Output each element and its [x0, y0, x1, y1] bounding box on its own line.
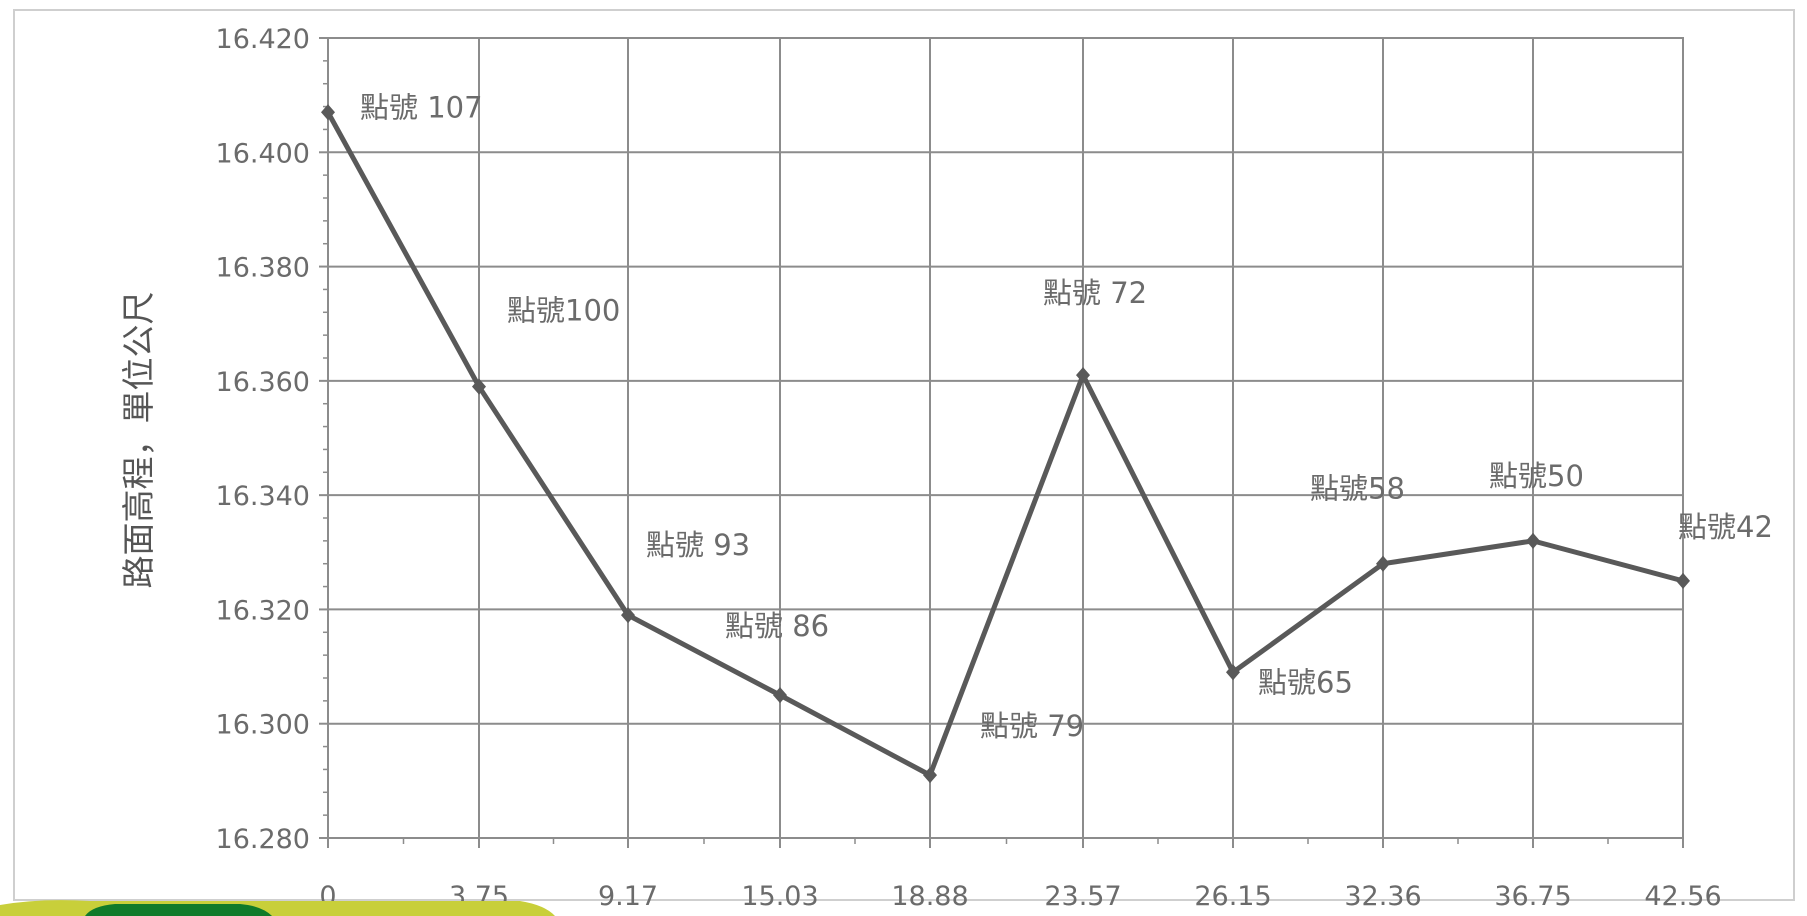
- series-line: [325, 111, 1684, 778]
- data-point-marker: [1676, 572, 1690, 589]
- x-tick-label: 36.75: [1494, 881, 1571, 912]
- decor-green-swoosh: [85, 904, 272, 916]
- y-tick-label: 16.360: [216, 367, 310, 398]
- data-point-marker: [1076, 367, 1090, 384]
- decorative-banner: [0, 900, 555, 916]
- series-layer: [321, 104, 1690, 784]
- data-point-label: 點號58: [1310, 472, 1405, 506]
- y-tick-label: 16.280: [216, 824, 310, 855]
- y-tick-label: 16.320: [216, 595, 310, 626]
- data-point-marker: [472, 378, 486, 395]
- y-tick-label: 16.380: [216, 253, 310, 284]
- data-point-marker: [923, 767, 937, 784]
- y-tick-label: 16.300: [216, 710, 310, 741]
- data-point-label: 點號 107: [360, 90, 483, 124]
- data-point-marker: [773, 687, 787, 704]
- x-tick-label: 23.57: [1044, 881, 1121, 912]
- x-tick-label: 32.36: [1344, 881, 1421, 912]
- x-tick-label: 15.03: [741, 881, 818, 912]
- data-point-label: 點號 93: [646, 528, 750, 562]
- axis-layer: 16.420 16.400 16.380 16.360 16.340 16.320 16.3…: [216, 24, 1722, 912]
- y-tick-label: 16.400: [216, 138, 310, 169]
- data-point-marker: [1226, 664, 1240, 681]
- data-point-label: 點號 72: [1043, 276, 1147, 310]
- data-point-marker: [321, 104, 335, 121]
- label-layer: 點號 107 點號100 點號 93 點號 86 點號 79 點號 72 點號65 點號58 點…: [360, 90, 1773, 743]
- decor-yellow-swoosh: [0, 900, 555, 916]
- x-tick-label: 26.15: [1194, 881, 1271, 912]
- data-point-label: 點號50: [1489, 459, 1584, 493]
- data-point-label: 點號42: [1678, 510, 1773, 544]
- x-tick-label: 18.88: [891, 881, 968, 912]
- data-point-label: 點號65: [1258, 665, 1353, 699]
- data-point-marker: [621, 607, 635, 624]
- y-tick-label: 16.340: [216, 481, 310, 512]
- data-point-label: 點號 79: [980, 709, 1084, 743]
- data-point-marker: [1526, 532, 1540, 549]
- data-point-label: 點號 86: [725, 609, 829, 643]
- y-axis-title: 路面高程，單位公尺: [119, 292, 158, 589]
- outer-frame: [13, 9, 1795, 901]
- data-point-marker: [1376, 555, 1390, 572]
- x-tick-label: 42.56: [1644, 881, 1721, 912]
- grid-layer: [327, 37, 1684, 839]
- y-tick-label: 16.420: [216, 24, 310, 55]
- x-tick-label: 9.17: [598, 881, 658, 912]
- data-point-label: 點號100: [507, 294, 620, 328]
- plot-area-frame: [327, 37, 1684, 839]
